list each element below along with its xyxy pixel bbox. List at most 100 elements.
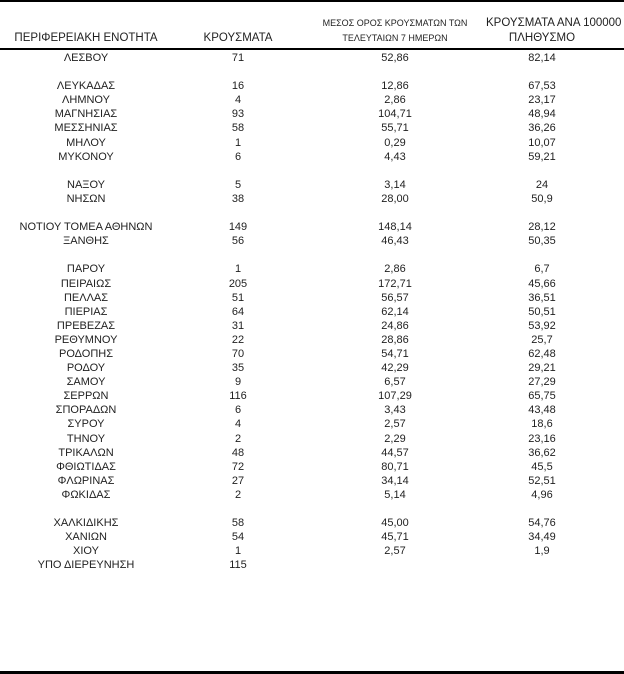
- cases-cell: 31: [231, 319, 245, 332]
- table-row: ΡΟΔΟΠΗΣ 70 54,71 62,48: [0, 347, 624, 361]
- per-100k-cell: [486, 558, 598, 572]
- table-row: ΦΩΚΙΔΑΣ 2 5,14 4,96: [0, 488, 624, 502]
- region-name-cell: ΣΕΡΡΩΝ: [63, 390, 109, 403]
- avg-7day-cell: 172,71: [378, 277, 412, 290]
- table-row: ΤΗΝΟΥ 2 2,29 23,16: [0, 432, 624, 446]
- per-100k-cell: 45,5: [531, 460, 553, 473]
- region-name-cell: ΛΗΜΝΟΥ: [62, 94, 110, 107]
- cases-cell: 38: [231, 192, 245, 205]
- per-100k-cell: 82,14: [528, 52, 556, 64]
- group-spacer: [0, 248, 624, 262]
- cases-cell: 54: [231, 531, 245, 544]
- region-name-cell: ΧΑΛΚΙΔΙΚΗΣ: [53, 517, 119, 530]
- region-name-cell: ΦΛΩΡΙΝΑΣ: [57, 474, 115, 487]
- region-name-cell: ΜΥΚΟΝΟΥ: [58, 150, 114, 163]
- cases-cell: 2: [234, 432, 242, 445]
- region-name-cell: ΠΕΛΛΑΣ: [63, 291, 109, 304]
- per-100k-cell: 36,51: [528, 291, 556, 304]
- per-100k-cell: 53,92: [528, 319, 556, 332]
- table-row: ΧΙΟΥ 1 2,57 1,9: [0, 544, 624, 558]
- avg-7day-cell: 44,57: [381, 446, 409, 459]
- region-name-cell: ΞΑΝΘΗΣ: [63, 235, 109, 248]
- avg-7day-cell: 28,00: [381, 192, 409, 205]
- avg-7day-cell: 52,86: [381, 52, 409, 64]
- avg-7day-cell: 2,29: [384, 432, 406, 445]
- per-100k-cell: 25,7: [531, 333, 553, 346]
- cases-cell: 48: [231, 446, 245, 459]
- region-name-cell: ΜΗΛΟΥ: [66, 136, 106, 149]
- table-row: ΧΑΛΚΙΔΙΚΗΣ 58 45,00 54,76: [0, 516, 624, 530]
- table-row: ΜΥΚΟΝΟΥ 6 4,43 59,21: [0, 150, 624, 164]
- cases-cell: 56: [231, 235, 245, 248]
- group-spacer: [0, 206, 624, 220]
- cases-cell: 16: [231, 80, 245, 93]
- cases-cell: 51: [231, 291, 245, 304]
- table-row: ΦΘΙΩΤΙΔΑΣ 72 80,71 45,5: [0, 460, 624, 474]
- header-cases: ΚΡΟΥΣΜΑΤΑ: [172, 31, 304, 48]
- table-row: ΡΟΔΟΥ 35 42,29 29,21: [0, 361, 624, 375]
- per-100k-cell: 48,94: [528, 108, 556, 121]
- avg-7day-cell: 62,14: [381, 305, 409, 318]
- avg-7day-cell: 34,14: [381, 474, 409, 487]
- region-name-cell: ΠΕΙΡΑΙΩΣ: [60, 277, 112, 290]
- per-100k-cell: 62,48: [528, 347, 556, 360]
- table-row: ΠΡΕΒΕΖΑΣ 31 24,86 53,92: [0, 319, 624, 333]
- cases-cell: 58: [231, 517, 245, 530]
- table-row: ΝΟΤΙΟΥ ΤΟΜΕΑ ΑΘΗΝΩΝ 149 148,14 28,12: [0, 220, 624, 234]
- avg-7day-cell: 0,29: [384, 136, 406, 149]
- per-100k-cell: 50,9: [531, 192, 553, 205]
- table-row: ΠΕΙΡΑΙΩΣ 205 172,71 45,66: [0, 277, 624, 291]
- region-name-cell: ΝΑΞΟΥ: [67, 178, 105, 191]
- per-100k-cell: 65,75: [528, 390, 556, 403]
- table-row: ΣΠΟΡΑΔΩΝ 6 3,43 43,48: [0, 403, 624, 417]
- table-row: ΦΛΩΡΙΝΑΣ 27 34,14 52,51: [0, 474, 624, 488]
- avg-7day-cell: 2,57: [384, 418, 406, 431]
- per-100k-cell: 28,12: [528, 221, 556, 234]
- table-row: ΠΙΕΡΙΑΣ 64 62,14 50,51: [0, 305, 624, 319]
- avg-7day-cell: 2,86: [384, 263, 406, 276]
- cases-cell: 116: [229, 390, 247, 403]
- per-100k-cell: 54,76: [528, 517, 556, 530]
- table-row: ΥΠΟ ΔΙΕΡΕΥΝΗΣΗ 115: [0, 558, 624, 572]
- avg-7day-cell: 5,14: [384, 488, 406, 501]
- region-name-cell: ΡΟΔΟΠΗΣ: [58, 347, 114, 360]
- per-100k-cell: 4,96: [531, 488, 553, 501]
- cases-cell: 64: [231, 305, 245, 318]
- region-name-cell: ΣΑΜΟΥ: [66, 376, 106, 389]
- table-row: ΝΗΣΩΝ 38 28,00 50,9: [0, 192, 624, 206]
- region-name-cell: ΦΘΙΩΤΙΔΑΣ: [56, 460, 116, 473]
- avg-7day-cell: 80,71: [381, 460, 409, 473]
- cases-cell: 1: [234, 136, 242, 149]
- per-100k-cell: 6,7: [534, 263, 550, 276]
- per-100k-cell: 24: [535, 178, 549, 191]
- avg-7day-cell: 3,43: [384, 404, 406, 417]
- avg-7day-cell: 24,86: [381, 319, 409, 332]
- table-row: ΜΕΣΣΗΝΙΑΣ 58 55,71 36,26: [0, 121, 624, 135]
- region-name-cell: ΛΕΥΚΑΔΑΣ: [56, 80, 116, 93]
- group-spacer: [0, 164, 624, 178]
- per-100k-cell: 34,49: [528, 531, 556, 544]
- region-name-cell: ΠΡΕΒΕΖΑΣ: [56, 319, 116, 332]
- region-name-cell: ΡΕΘΥΜΝΟΥ: [54, 333, 118, 346]
- cases-cell: 115: [229, 559, 247, 572]
- cases-cell: 71: [231, 52, 245, 64]
- per-100k-cell: 27,29: [528, 376, 556, 389]
- header-cases-label: ΚΡΟΥΣΜΑΤΑ: [203, 32, 273, 44]
- table-row: ΤΡΙΚΑΛΩΝ 48 44,57 36,62: [0, 446, 624, 460]
- table-row: ΛΗΜΝΟΥ 4 2,86 23,17: [0, 93, 624, 107]
- header-avg-7day-line1: ΜΕΣΟΣ ΟΡΟΣ ΚΡΟΥΣΜΑΤΩΝ ΤΩΝ: [322, 18, 468, 28]
- table-header: ΠΕΡΙΦΕΡΕΙΑΚΗ ΕΝΟΤΗΤΑ ΚΡΟΥΣΜΑΤΑ ΜΕΣΟΣ ΟΡΟ…: [0, 2, 624, 48]
- cases-cell: 4: [234, 94, 242, 107]
- avg-7day-cell: 2,57: [384, 545, 406, 558]
- region-name-cell: ΝΗΣΩΝ: [66, 192, 106, 205]
- table-row: ΜΑΓΝΗΣΙΑΣ 93 104,71 48,94: [0, 107, 624, 121]
- cases-cell: 9: [234, 376, 242, 389]
- region-name-cell: ΛΕΣΒΟΥ: [63, 52, 109, 64]
- avg-7day-cell: 55,71: [381, 122, 409, 135]
- per-100k-cell: 52,51: [528, 474, 556, 487]
- avg-7day-cell: 3,14: [384, 178, 406, 191]
- cases-cell: 27: [231, 474, 245, 487]
- per-100k-cell: 23,16: [528, 432, 556, 445]
- table-row: ΝΑΞΟΥ 5 3,14 24: [0, 178, 624, 192]
